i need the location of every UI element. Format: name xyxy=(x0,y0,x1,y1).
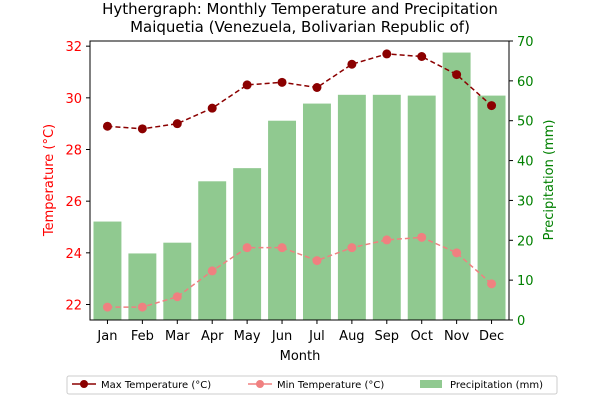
max-temp-point-apr xyxy=(207,103,217,113)
x-tick-label-jun: Jun xyxy=(271,329,292,344)
min-temp-point-may xyxy=(242,243,252,253)
x-tick-label-dec: Dec xyxy=(479,329,504,344)
y-left-tick-label: 32 xyxy=(65,40,82,55)
precipitation-bar-aug xyxy=(337,94,366,320)
min-temp-point-sep xyxy=(382,235,392,245)
max-temp-point-oct xyxy=(417,52,427,61)
max-temp-point-jan xyxy=(102,121,112,131)
min-temp-point-aug xyxy=(347,243,357,253)
x-tick-label-jan: Jan xyxy=(96,329,117,344)
axes: Jan Feb Mar Apr May Jun Jul Aug Sep Oct Nov Dec 22 24… xyxy=(65,35,533,344)
precipitation-bar-nov xyxy=(442,52,471,321)
min-temp-point-mar xyxy=(172,292,182,302)
chart-title-line-2: Maiquetia (Venezuela, Bolivarian Republi… xyxy=(130,18,470,36)
legend-min-temp-label: Min Temperature (°C) xyxy=(277,380,384,391)
min-temp-point-jul xyxy=(312,256,322,266)
min-temp-point-jan xyxy=(102,302,112,312)
min-temp-line xyxy=(107,236,493,308)
max-temp-line xyxy=(107,53,493,130)
precipitation-bar-sep xyxy=(372,94,401,320)
precipitation-bar-jun xyxy=(268,120,297,320)
x-tick-label-feb: Feb xyxy=(131,329,154,344)
max-temp-point-jul xyxy=(312,83,322,92)
min-temp-point-apr xyxy=(207,266,217,276)
x-tick-label-nov: Nov xyxy=(444,329,470,344)
y-right-tick-label: 20 xyxy=(517,234,534,249)
legend-max-temp-marker xyxy=(80,380,88,388)
precipitation-bar-oct xyxy=(407,95,436,321)
temperature-lines xyxy=(102,49,497,312)
y-axis-right-label: Precipitation (mm) xyxy=(542,120,557,241)
x-tick-label-jul: Jul xyxy=(308,329,325,344)
x-tick-label-sep: Sep xyxy=(375,329,400,344)
y-right-tick-label: 70 xyxy=(517,35,534,50)
precipitation-bars xyxy=(93,52,506,321)
precipitation-bar-jul xyxy=(302,103,331,320)
max-temp-point-dec xyxy=(487,101,497,111)
max-temp-point-jun xyxy=(277,77,287,87)
legend-max-temp-label: Max Temperature (°C) xyxy=(101,380,211,391)
min-temp-point-jun xyxy=(277,243,287,253)
y-left-tick-label: 22 xyxy=(65,299,82,314)
x-tick-label-mar: Mar xyxy=(165,329,190,344)
y-right-tick-label: 50 xyxy=(517,115,534,130)
x-tick-label-oct: Oct xyxy=(410,329,432,344)
y-left-tick-label: 26 xyxy=(65,195,82,210)
legend: Max Temperature (°C) Min Temperature (°C… xyxy=(66,375,558,395)
min-temp-point-nov xyxy=(452,248,462,258)
x-tick-label-aug: Aug xyxy=(339,329,364,344)
x-tick-label-apr: Apr xyxy=(201,329,224,344)
min-temp-point-feb xyxy=(137,302,147,312)
y-left-tick-label: 30 xyxy=(65,92,82,107)
y-right-tick-label: 60 xyxy=(517,75,534,90)
max-temp-point-sep xyxy=(382,49,392,59)
x-tick-label-may: May xyxy=(234,329,261,344)
legend-precipitation-label: Precipitation (mm) xyxy=(450,380,543,391)
max-temp-point-aug xyxy=(347,59,357,69)
min-temp-point-oct xyxy=(417,232,427,242)
precipitation-bar-mar xyxy=(163,242,192,320)
legend-precipitation-swatch xyxy=(420,380,442,388)
y-left-tick-label: 24 xyxy=(65,247,82,262)
max-temp-point-feb xyxy=(137,124,147,134)
y-axis-left-label: Temperature (°C) xyxy=(42,124,57,237)
y-right-tick-label: 40 xyxy=(517,155,534,170)
y-left-tick-label: 28 xyxy=(65,144,82,159)
precipitation-bar-apr xyxy=(198,181,227,320)
y-right-tick-label: 30 xyxy=(517,194,534,209)
chart-title-line-1: Hythergraph: Monthly Temperature and Pre… xyxy=(102,0,498,18)
y-right-tick-label: 0 xyxy=(517,314,525,329)
y-right-tick-label: 10 xyxy=(517,274,534,289)
legend-min-temp-marker xyxy=(256,380,264,388)
max-temp-point-nov xyxy=(452,70,462,80)
plot-frame xyxy=(89,40,510,321)
max-temp-point-may xyxy=(242,80,252,90)
min-temp-point-dec xyxy=(487,279,497,289)
x-axis-label: Month xyxy=(280,349,321,364)
max-temp-point-mar xyxy=(172,119,182,129)
